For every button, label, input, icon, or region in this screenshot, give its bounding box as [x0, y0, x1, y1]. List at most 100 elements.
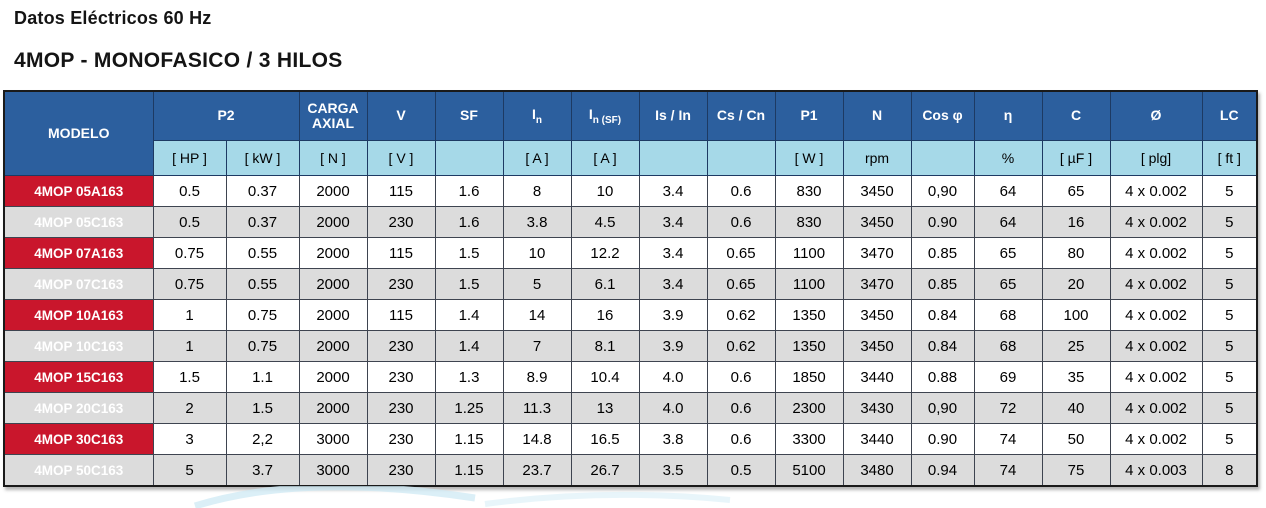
units-row: [ HP ] [ kW ] [ N ] [ V ] [ A ] [ A ] [ … — [4, 140, 1258, 176]
data-cell: 5 — [1201, 330, 1258, 362]
data-cell: 80 — [1041, 237, 1111, 269]
data-cell: 1.15 — [434, 454, 504, 487]
data-cell: 4 x 0.002 — [1109, 361, 1203, 393]
model-cell: 4MOP 15C163 — [3, 361, 154, 393]
data-cell: 4.5 — [570, 206, 640, 238]
table-row: 4MOP 05A163 0.5 0.37 2000 115 1.6 8 10 3.4 0.6 830… — [3, 175, 1258, 207]
unit-cos — [910, 140, 975, 176]
unit-hp: [ HP ] — [152, 140, 227, 176]
header-row: MODELO P2 CARGA AXIAL V SF In In (SF) Is… — [3, 90, 1258, 176]
data-cell: 0.85 — [910, 237, 975, 269]
data-cell: 16 — [570, 299, 640, 331]
data-cell: 3450 — [842, 330, 912, 362]
data-cell: 0.6 — [706, 423, 776, 455]
data-cell: 1.25 — [434, 392, 504, 424]
data-cell: 0.84 — [910, 330, 975, 362]
unit-w: [ W ] — [774, 140, 844, 176]
data-cell: 68 — [973, 299, 1043, 331]
data-cell: 4 x 0.002 — [1109, 175, 1203, 207]
table-row: 4MOP 07C163 0.75 0.55 2000 230 1.5 5 6.1 3.4 0.65… — [3, 268, 1258, 300]
table-row: 4MOP 10C163 1 0.75 2000 230 1.4 7 8.1 3.9 0.62 135… — [3, 330, 1258, 362]
table-subtitle: 4MOP - MONOFASICO / 3 HILOS — [14, 49, 343, 72]
data-cell: 3.4 — [638, 206, 708, 238]
unit-v: [ V ] — [366, 140, 436, 176]
data-cell: 230 — [366, 392, 436, 424]
unit-n: [ N ] — [298, 140, 368, 176]
table-row: 4MOP 05C163 0.5 0.37 2000 230 1.6 3.8 4.5 3.4 0.6… — [3, 206, 1258, 238]
data-cell: 0.75 — [152, 268, 227, 300]
data-cell: 0.90 — [910, 423, 975, 455]
data-cell: 4 x 0.002 — [1109, 206, 1203, 238]
data-cell: 3430 — [842, 392, 912, 424]
data-cell: 68 — [973, 330, 1043, 362]
data-cell: 2000 — [298, 330, 368, 362]
data-cell: 7 — [502, 330, 572, 362]
data-cell: 3.9 — [638, 330, 708, 362]
data-cell: 0.6 — [706, 392, 776, 424]
col-header-lc: LC — [1201, 90, 1258, 141]
data-cell: 12.2 — [570, 237, 640, 269]
data-cell: 3.8 — [638, 423, 708, 455]
data-cell: 3000 — [298, 423, 368, 455]
data-cell: 0.94 — [910, 454, 975, 487]
data-cell: 0.65 — [706, 268, 776, 300]
data-cell: 0,90 — [910, 175, 975, 207]
model-cell: 4MOP 50C163 — [3, 454, 154, 487]
data-cell: 1.15 — [434, 423, 504, 455]
unit-sf — [434, 140, 504, 176]
data-cell: 3.9 — [638, 299, 708, 331]
data-cell: 72 — [973, 392, 1043, 424]
col-header-n: N — [842, 90, 912, 141]
data-cell: 8.9 — [502, 361, 572, 393]
data-cell: 3450 — [842, 175, 912, 207]
data-cell: 8.1 — [570, 330, 640, 362]
data-cell: 6.1 — [570, 268, 640, 300]
data-cell: 20 — [1041, 268, 1111, 300]
data-cell: 230 — [366, 206, 436, 238]
data-cell: 115 — [366, 175, 436, 207]
data-cell: 1.6 — [434, 175, 504, 207]
data-cell: 3.5 — [638, 454, 708, 487]
data-cell: 0.75 — [225, 299, 300, 331]
data-cell: 50 — [1041, 423, 1111, 455]
data-cell: 0.55 — [225, 237, 300, 269]
col-header-cs-cn: Cs / Cn — [706, 90, 776, 141]
col-header-eta: η — [973, 90, 1043, 141]
data-cell: 10 — [570, 175, 640, 207]
data-cell: 2000 — [298, 361, 368, 393]
data-cell: 3 — [152, 423, 227, 455]
data-cell: 4 x 0.002 — [1109, 237, 1203, 269]
unit-a1: [ A ] — [502, 140, 572, 176]
data-cell: 5 — [502, 268, 572, 300]
data-cell: 1.5 — [434, 237, 504, 269]
data-cell: 10.4 — [570, 361, 640, 393]
data-cell: 830 — [774, 175, 844, 207]
unit-plg: [ plg] — [1109, 140, 1203, 176]
data-cell: 1 — [152, 330, 227, 362]
col-header-diameter: Ø — [1109, 90, 1203, 141]
col-header-in-sf: In (SF) — [570, 90, 640, 141]
data-cell: 11.3 — [502, 392, 572, 424]
data-cell: 3480 — [842, 454, 912, 487]
data-cell: 3300 — [774, 423, 844, 455]
data-cell: 3.4 — [638, 268, 708, 300]
data-cell: 830 — [774, 206, 844, 238]
data-cell: 3440 — [842, 361, 912, 393]
data-cell: 0.85 — [910, 268, 975, 300]
col-header-modelo: MODELO — [3, 90, 154, 176]
data-cell: 75 — [1041, 454, 1111, 487]
data-cell: 1100 — [774, 237, 844, 269]
data-cell: 5 — [1201, 423, 1258, 455]
unit-uf: [ µF ] — [1041, 140, 1111, 176]
data-cell: 115 — [366, 237, 436, 269]
data-cell: 5 — [1201, 299, 1258, 331]
data-cell: 3.4 — [638, 237, 708, 269]
data-cell: 74 — [973, 454, 1043, 487]
data-cell: 8 — [1201, 454, 1258, 487]
data-cell: 5 — [1201, 175, 1258, 207]
data-cell: 69 — [973, 361, 1043, 393]
data-cell: 0.6 — [706, 175, 776, 207]
data-cell: 0.75 — [225, 330, 300, 362]
data-cell: 2 — [152, 392, 227, 424]
data-cell: 65 — [973, 237, 1043, 269]
